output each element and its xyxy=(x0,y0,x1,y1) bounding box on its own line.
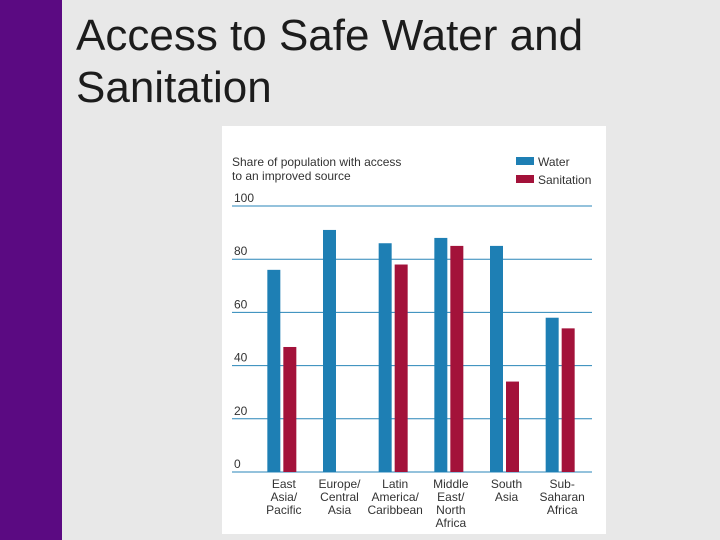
bar-sanitation xyxy=(450,245,464,472)
x-category-label: Asia xyxy=(328,503,352,517)
bar-water xyxy=(267,269,281,472)
x-category-label: Middle xyxy=(433,477,469,491)
x-category-label: East/ xyxy=(437,490,465,504)
x-category-label: Asia/ xyxy=(270,490,297,504)
x-category-label: Sub- xyxy=(549,477,574,491)
bar-sanitation xyxy=(506,381,519,472)
bar-water xyxy=(323,229,336,472)
x-category-label: Latin xyxy=(382,477,408,491)
chart-panel: Share of population with access to an imp… xyxy=(222,126,606,534)
x-category-label: Pacific xyxy=(266,503,301,517)
y-tick-label: 40 xyxy=(234,351,248,365)
accent-sidebar xyxy=(0,0,62,540)
chart-title-line: Share of population with access xyxy=(232,155,401,169)
bar-sanitation xyxy=(394,264,408,472)
legend-label-water: Water xyxy=(538,155,570,169)
x-category-label: South xyxy=(491,477,522,491)
x-category-label: Saharan xyxy=(539,490,584,504)
bar-water xyxy=(434,237,448,472)
legend-swatch-water xyxy=(516,157,534,165)
bar-water xyxy=(378,243,392,472)
legend-swatch-sanitation xyxy=(516,175,534,183)
bar-water xyxy=(545,317,559,472)
x-category-label: Europe/ xyxy=(318,477,361,491)
x-category-label: North xyxy=(436,503,465,517)
x-category-label: East xyxy=(272,477,297,491)
chart-title-line: to an improved source xyxy=(232,169,351,183)
y-tick-label: 20 xyxy=(234,404,248,418)
x-category-label: America/ xyxy=(371,490,419,504)
y-tick-label: 80 xyxy=(234,244,248,258)
y-tick-label: 100 xyxy=(234,191,254,205)
x-category-label: Asia xyxy=(495,490,519,504)
x-category-label: Caribbean xyxy=(367,503,422,517)
slide-title: Access to Safe Water and Sanitation xyxy=(76,11,584,112)
y-tick-label: 0 xyxy=(234,457,241,471)
x-category-label: Central xyxy=(320,490,359,504)
bar-sanitation xyxy=(561,328,575,472)
bar-sanitation xyxy=(283,346,297,472)
x-category-label: Africa xyxy=(435,516,466,530)
y-tick-label: 60 xyxy=(234,297,248,311)
x-category-label: Africa xyxy=(547,503,578,517)
bar-water xyxy=(490,245,503,472)
legend-label-sanitation: Sanitation xyxy=(538,173,591,187)
